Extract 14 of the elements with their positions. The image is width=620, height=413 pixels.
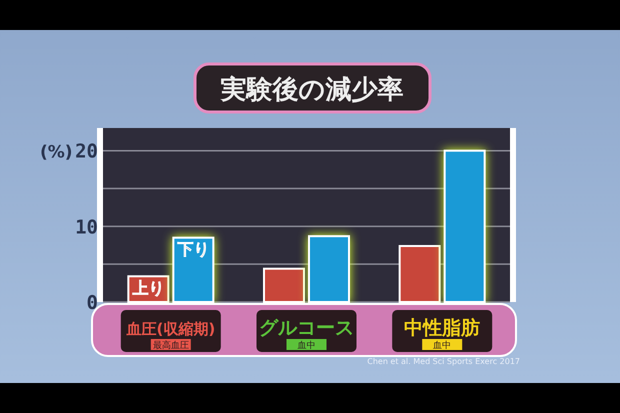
text: 血中 bbox=[298, 340, 316, 351]
x-tick-label: 血圧(収縮期) bbox=[125, 320, 216, 338]
y-axis-title: (%) bbox=[40, 142, 73, 163]
text: 血中 bbox=[433, 340, 452, 351]
text: Chen et al. Med Sci Sports Exerc 2017 bbox=[367, 357, 520, 366]
y-tick-label: 20 bbox=[75, 140, 98, 163]
y-tick-label: 0 bbox=[86, 292, 98, 314]
y-tick-label: 10 bbox=[75, 216, 98, 238]
text: 最高血圧 bbox=[152, 340, 189, 351]
series-label: 上り bbox=[131, 278, 164, 298]
series-label: 下り bbox=[176, 240, 210, 259]
x-tick-label: 中性脂肪 bbox=[404, 317, 480, 339]
chart-title: 実験後の減少率 bbox=[220, 75, 404, 105]
x-tick-label: グルコース bbox=[259, 317, 354, 339]
